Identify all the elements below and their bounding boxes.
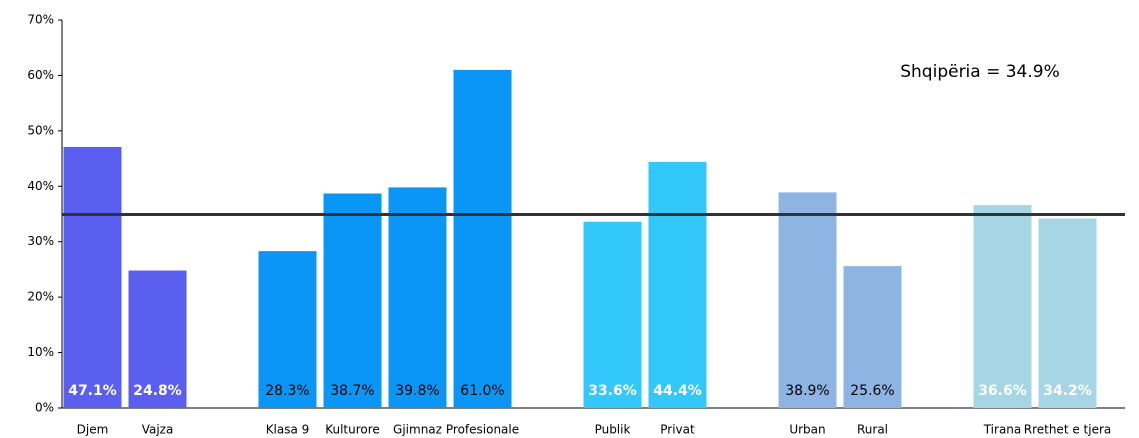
y-tick-label: 40% xyxy=(27,179,54,193)
value-label: 61.0% xyxy=(460,383,504,399)
x-tick-label: Gjimnaz xyxy=(393,423,442,437)
value-label: 44.4% xyxy=(653,383,702,399)
x-tick-label: Privat xyxy=(660,423,695,437)
bar xyxy=(1038,218,1097,408)
y-tick-label: 10% xyxy=(27,345,54,359)
bar xyxy=(258,251,317,408)
y-tick-label: 60% xyxy=(27,68,54,82)
bar xyxy=(388,187,447,408)
value-label: 38.7% xyxy=(330,383,374,399)
bar xyxy=(128,270,187,408)
y-tick-label: 50% xyxy=(27,123,54,137)
y-tick-label: 70% xyxy=(27,13,54,27)
x-tick-label: Urban xyxy=(789,423,825,437)
x-tick-label: Tirana xyxy=(983,423,1022,437)
x-tick-label: Publik xyxy=(595,423,631,437)
x-tick-label: Vajza xyxy=(142,423,174,437)
bar xyxy=(648,161,707,408)
value-label: 34.2% xyxy=(1043,383,1092,399)
value-label: 38.9% xyxy=(785,383,829,399)
x-tick-label: Djem xyxy=(77,423,109,437)
bar xyxy=(778,192,837,408)
y-tick-label: 0% xyxy=(35,401,54,415)
bar xyxy=(843,266,902,408)
value-label: 24.8% xyxy=(133,383,182,399)
reference-label: Shqipëria = 34.9% xyxy=(900,62,1060,82)
y-tick-label: 20% xyxy=(27,290,54,304)
value-label: 28.3% xyxy=(265,383,309,399)
x-tick-label: Rural xyxy=(857,423,888,437)
bar xyxy=(323,193,382,408)
value-label: 36.6% xyxy=(978,383,1027,399)
value-label: 47.1% xyxy=(68,383,117,399)
value-label: 25.6% xyxy=(850,383,894,399)
x-tick-label: Rrethet e tjera xyxy=(1024,423,1112,437)
bar xyxy=(453,69,512,408)
x-tick-label: Klasa 9 xyxy=(266,423,310,437)
value-label: 33.6% xyxy=(588,383,637,399)
y-tick-label: 30% xyxy=(27,234,54,248)
value-label: 39.8% xyxy=(395,383,439,399)
x-tick-label: Kulturore xyxy=(325,423,380,437)
bar xyxy=(973,205,1032,408)
bar xyxy=(583,221,642,408)
bar xyxy=(63,146,122,408)
x-tick-label: Profesionale xyxy=(446,423,519,437)
